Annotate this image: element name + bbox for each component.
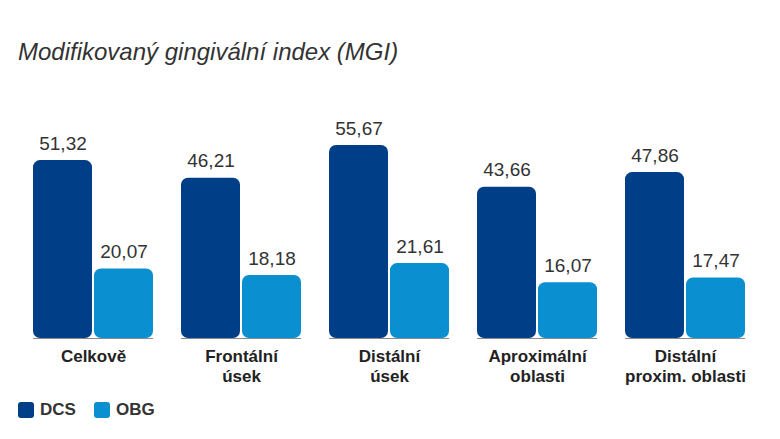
- svg-text:Aproximálníoblasti: Aproximálníoblasti: [488, 347, 588, 386]
- svg-text:Celkově: Celkově: [61, 347, 126, 366]
- svg-text:46,21: 46,21: [187, 150, 235, 171]
- svg-text:Distálníproxim. oblasti: Distálníproxim. oblasti: [625, 347, 746, 386]
- svg-text:17,47: 17,47: [692, 250, 740, 271]
- svg-text:Frontálníúsek: Frontálníúsek: [205, 347, 279, 386]
- svg-text:18,18: 18,18: [248, 248, 296, 269]
- svg-text:16,07: 16,07: [544, 255, 592, 276]
- svg-text:55,67: 55,67: [335, 118, 383, 139]
- svg-text:Distálníúsek: Distálníúsek: [359, 347, 422, 386]
- svg-text:43,66: 43,66: [483, 159, 531, 180]
- html-text:Modifikovaný gingivální index: Modifikovaný gingivální index (MGI): [18, 38, 399, 65]
- svg-text:47,86: 47,86: [631, 145, 679, 166]
- svg-text:20,07: 20,07: [100, 241, 148, 262]
- html-text:DCS: DCS: [40, 400, 76, 419]
- svg-text:51,32: 51,32: [39, 133, 87, 154]
- html-text:OBG: OBG: [115, 400, 155, 419]
- svg-text:21,61: 21,61: [396, 236, 444, 257]
